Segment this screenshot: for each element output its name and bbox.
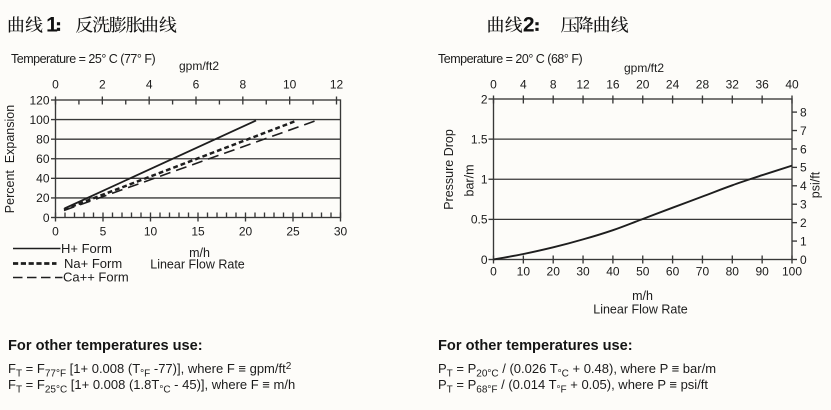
- svg-text:m/h: m/h: [189, 246, 210, 260]
- svg-text:1: 1: [481, 173, 488, 187]
- svg-text:8: 8: [550, 78, 557, 92]
- svg-text:Linear Flow Rate: Linear Flow Rate: [150, 258, 245, 272]
- svg-text:12: 12: [576, 78, 590, 92]
- svg-text:90: 90: [755, 265, 769, 279]
- svg-text:10: 10: [144, 225, 158, 239]
- svg-text:12: 12: [330, 78, 344, 92]
- svg-text:60: 60: [36, 152, 50, 166]
- svg-text:2: 2: [800, 216, 807, 230]
- svg-text:20: 20: [239, 225, 253, 239]
- svg-text:0: 0: [800, 253, 807, 267]
- svg-text:2: 2: [523, 14, 535, 37]
- svg-text:32: 32: [726, 78, 740, 92]
- svg-text:0: 0: [52, 225, 59, 239]
- svg-text:7: 7: [800, 124, 807, 138]
- svg-text:120: 120: [29, 93, 49, 107]
- svg-text:psi/ft: psi/ft: [809, 171, 823, 198]
- svg-text:1.5: 1.5: [471, 132, 488, 146]
- svg-text:30: 30: [576, 265, 590, 279]
- svg-text:16: 16: [606, 78, 620, 92]
- svg-text:Linear Flow Rate: Linear Flow Rate: [593, 303, 688, 317]
- svg-text:80: 80: [726, 265, 740, 279]
- svg-text:60: 60: [666, 265, 680, 279]
- svg-text:4: 4: [146, 78, 153, 92]
- svg-text:0.5: 0.5: [471, 213, 488, 227]
- svg-text:Ca++ Form: Ca++ Form: [63, 270, 129, 285]
- svg-text:8: 8: [800, 105, 807, 119]
- svg-text:Pressure Drop: Pressure Drop: [442, 129, 456, 210]
- svg-text:bar/m: bar/m: [463, 165, 477, 197]
- svg-text:Temperature = 25° C (77° F): Temperature = 25° C (77° F): [11, 52, 155, 66]
- svg-text:15: 15: [191, 225, 205, 239]
- svg-text:40: 40: [36, 172, 50, 186]
- svg-text:100: 100: [29, 113, 49, 127]
- svg-text:30: 30: [334, 225, 348, 239]
- svg-text:80: 80: [36, 132, 50, 146]
- svg-text:m/h: m/h: [632, 289, 653, 303]
- svg-text:0: 0: [52, 78, 59, 92]
- svg-text:gpm/ft2: gpm/ft2: [624, 61, 664, 75]
- svg-text:Temperature = 20° C (68° F): Temperature = 20° C (68° F): [438, 52, 582, 66]
- svg-text:2: 2: [99, 78, 106, 92]
- svg-text:20: 20: [636, 78, 650, 92]
- svg-text:50: 50: [636, 265, 650, 279]
- svg-text:6: 6: [193, 78, 200, 92]
- svg-text:Na+ Form: Na+ Form: [64, 256, 122, 271]
- svg-text:1: 1: [800, 234, 807, 248]
- svg-text:0: 0: [481, 253, 488, 267]
- svg-text:100: 100: [782, 265, 802, 279]
- svg-text:8: 8: [239, 78, 246, 92]
- svg-text:3: 3: [800, 198, 807, 212]
- svg-text:20: 20: [547, 265, 561, 279]
- svg-text:24: 24: [666, 78, 680, 92]
- svg-text:1: 1: [46, 14, 58, 37]
- svg-text:25: 25: [286, 225, 300, 239]
- svg-text:40: 40: [785, 78, 799, 92]
- svg-text:2: 2: [481, 92, 488, 106]
- svg-text:6: 6: [800, 142, 807, 156]
- svg-text:Percent Expansion: Percent Expansion: [3, 105, 17, 213]
- svg-text:10: 10: [283, 78, 297, 92]
- svg-text:H+ Form: H+ Form: [61, 241, 112, 256]
- svg-text:0: 0: [43, 211, 50, 225]
- svg-text:0: 0: [490, 265, 497, 279]
- svg-text:4: 4: [520, 78, 527, 92]
- svg-text:4: 4: [800, 179, 807, 193]
- svg-text:70: 70: [696, 265, 710, 279]
- svg-text:10: 10: [517, 265, 531, 279]
- svg-text:0: 0: [490, 78, 497, 92]
- svg-text:36: 36: [755, 78, 769, 92]
- svg-text:5: 5: [100, 225, 107, 239]
- svg-text:5: 5: [800, 161, 807, 175]
- svg-text:gpm/ft2: gpm/ft2: [179, 59, 219, 73]
- svg-text:28: 28: [696, 78, 710, 92]
- svg-text:40: 40: [606, 265, 620, 279]
- svg-text:20: 20: [36, 191, 50, 205]
